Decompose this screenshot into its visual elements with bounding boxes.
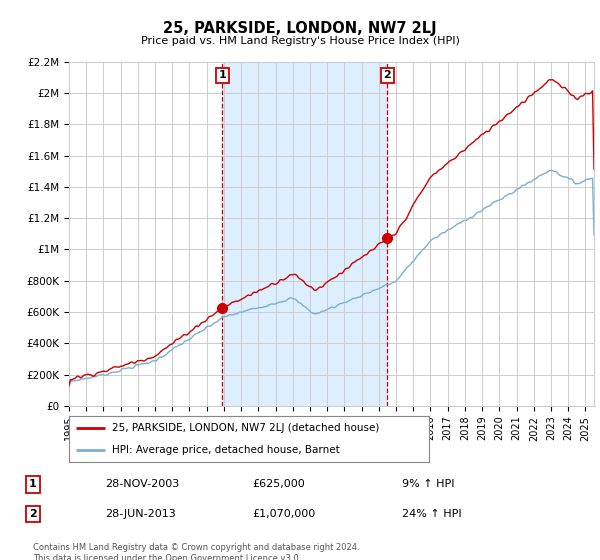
Text: 28-NOV-2003: 28-NOV-2003 <box>105 479 179 489</box>
Text: 1: 1 <box>218 71 226 81</box>
Text: £1,070,000: £1,070,000 <box>252 509 315 519</box>
Text: 24% ↑ HPI: 24% ↑ HPI <box>402 509 461 519</box>
Text: Price paid vs. HM Land Registry's House Price Index (HPI): Price paid vs. HM Land Registry's House … <box>140 36 460 46</box>
Bar <box>223 62 387 406</box>
Text: 1: 1 <box>29 479 37 489</box>
Text: 2: 2 <box>383 71 391 81</box>
Text: 9% ↑ HPI: 9% ↑ HPI <box>402 479 455 489</box>
Text: HPI: Average price, detached house, Barnet: HPI: Average price, detached house, Barn… <box>112 445 340 455</box>
Text: 28-JUN-2013: 28-JUN-2013 <box>105 509 176 519</box>
Text: 2: 2 <box>29 509 37 519</box>
Text: 25, PARKSIDE, LONDON, NW7 2LJ: 25, PARKSIDE, LONDON, NW7 2LJ <box>163 21 437 36</box>
Text: 25, PARKSIDE, LONDON, NW7 2LJ (detached house): 25, PARKSIDE, LONDON, NW7 2LJ (detached … <box>112 423 380 433</box>
Text: Contains HM Land Registry data © Crown copyright and database right 2024.
This d: Contains HM Land Registry data © Crown c… <box>33 543 359 560</box>
Text: £625,000: £625,000 <box>252 479 305 489</box>
